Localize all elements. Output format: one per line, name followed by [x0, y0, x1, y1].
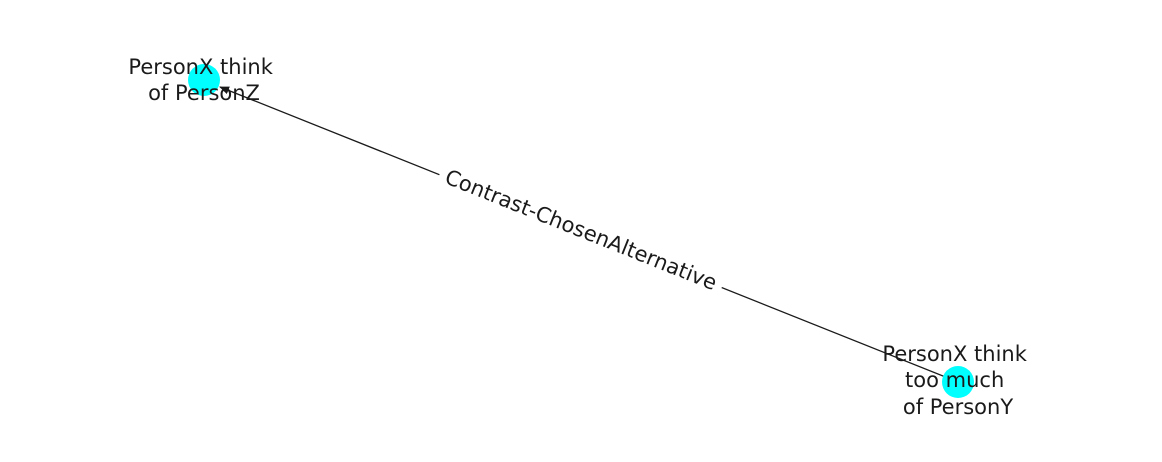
node-target	[188, 64, 220, 96]
node-source-label: PersonX think too much of PersonY	[882, 342, 1033, 419]
node-source-label-line: of PersonY	[903, 395, 1013, 419]
edge-label-text: Contrast-ChosenAlternative	[442, 165, 721, 295]
node-target-label-line: of PersonZ	[148, 81, 260, 105]
node-source	[942, 366, 974, 398]
node-source-label-line: PersonX think	[882, 342, 1027, 366]
edge-label-background	[433, 157, 729, 303]
edge-label: Contrast-ChosenAlternative	[433, 157, 729, 303]
node-target-label: PersonX think of PersonZ	[128, 55, 279, 105]
node-source-label-line: too much	[905, 368, 1004, 392]
node-target-label-line: PersonX think	[128, 55, 273, 79]
